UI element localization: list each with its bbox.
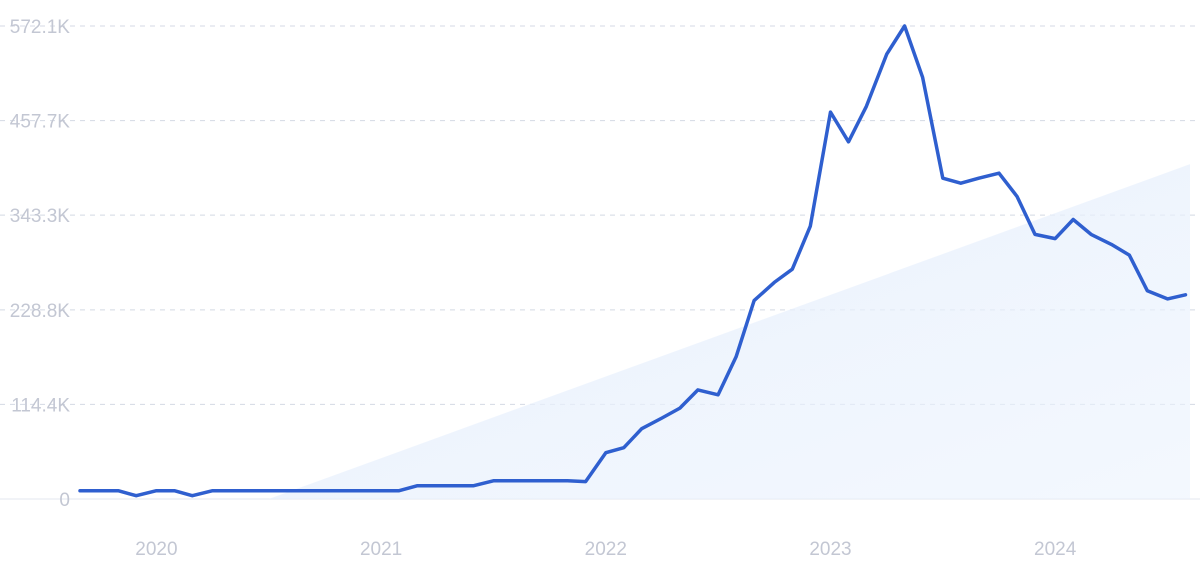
x-axis-ticks: 2020 2021 2022 2023 2024 — [135, 539, 1076, 560]
x-tick-label: 2021 — [360, 539, 402, 560]
y-tick-label: 457.7K — [10, 112, 71, 133]
y-tick-label: 572.1K — [10, 17, 71, 38]
x-tick-label: 2024 — [1034, 539, 1077, 560]
series-layer — [78, 24, 1188, 498]
series-line — [78, 24, 1188, 498]
y-tick-label: 0 — [59, 490, 70, 511]
y-tick-label: 343.3K — [10, 206, 71, 227]
trend-area — [268, 164, 1190, 499]
x-tick-label: 2023 — [809, 539, 851, 560]
x-tick-label: 2022 — [585, 539, 627, 560]
y-axis-ticks: 0 114.4K 228.8K 343.3K 457.7K 572.1K — [10, 17, 71, 511]
y-tick-label: 228.8K — [10, 301, 71, 322]
trend-area-shape — [268, 164, 1190, 499]
x-tick-label: 2020 — [135, 539, 177, 560]
y-tick-label: 114.4K — [11, 395, 70, 416]
